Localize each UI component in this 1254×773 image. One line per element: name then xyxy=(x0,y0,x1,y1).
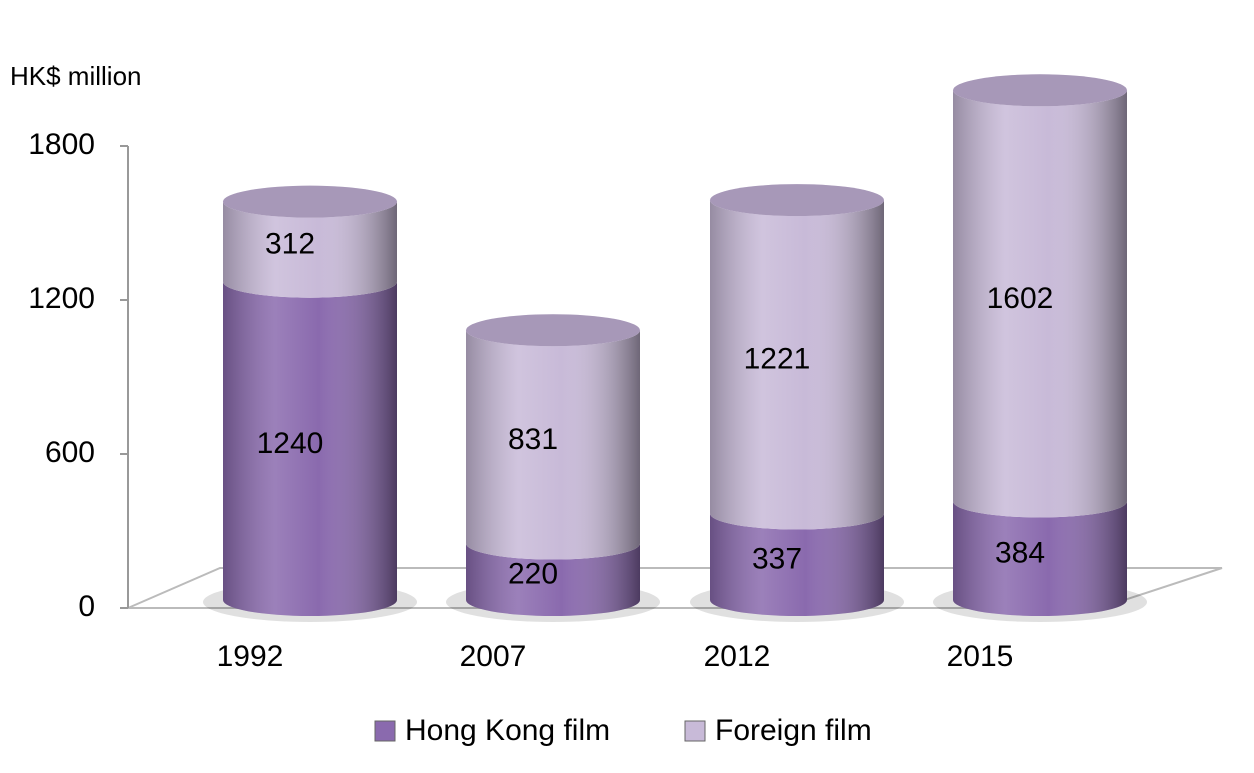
x-tick-label: 2007 xyxy=(460,640,527,673)
value-label: 831 xyxy=(508,423,558,456)
y-tick-label: 0 xyxy=(78,590,95,623)
value-label: 384 xyxy=(995,537,1045,570)
value-label: 337 xyxy=(752,543,802,576)
cylinder-top xyxy=(223,185,397,218)
y-tick-label: 1200 xyxy=(28,282,95,315)
cylinder-top-shade xyxy=(953,74,1127,107)
x-tick-label: 2015 xyxy=(947,640,1014,673)
value-label: 220 xyxy=(508,558,558,591)
legend-label: Foreign film xyxy=(715,714,872,747)
cylinder-top xyxy=(953,74,1127,107)
cylinder-top-shade xyxy=(710,184,884,217)
value-label: 312 xyxy=(265,228,315,261)
value-label: 1602 xyxy=(987,282,1054,315)
y-tick-label: 600 xyxy=(45,436,95,469)
value-label: 1240 xyxy=(257,427,324,460)
bar-shading xyxy=(466,543,640,616)
bar-shading xyxy=(953,90,1127,518)
cylinder-top-shade xyxy=(223,185,397,218)
value-label: 1221 xyxy=(744,343,811,376)
x-tick-label: 2012 xyxy=(704,640,771,673)
bar-shading xyxy=(223,201,397,298)
x-tick-label: 1992 xyxy=(217,640,284,673)
legend-swatch xyxy=(684,720,706,742)
bar-shading xyxy=(710,200,884,530)
bar-shading xyxy=(466,330,640,560)
y-tick-label: 1800 xyxy=(28,128,95,161)
cylinder-top xyxy=(710,184,884,217)
y-axis-label: HK$ million xyxy=(10,61,142,91)
bar-shading xyxy=(710,513,884,616)
cylinder-top-shade xyxy=(466,314,640,347)
cylinder-top xyxy=(466,314,640,347)
legend-swatch xyxy=(374,720,396,742)
bar-shading xyxy=(223,281,397,616)
legend-label: Hong Kong film xyxy=(405,714,610,747)
bar-shading xyxy=(953,501,1127,616)
